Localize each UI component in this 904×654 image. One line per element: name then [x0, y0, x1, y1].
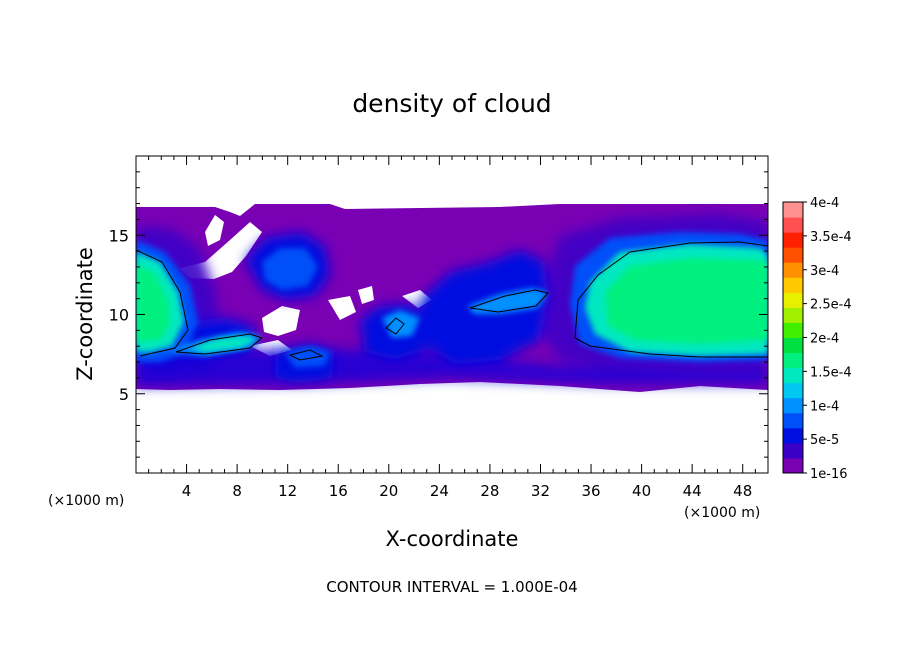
- colorbar-swatch: [783, 217, 803, 233]
- colorbar-swatch: [783, 412, 803, 429]
- clear-gap-3: [262, 306, 300, 336]
- colorbar-swatch: [783, 427, 803, 444]
- colorbar-swatch: [783, 352, 803, 369]
- colorbar-label: 1e-4: [810, 399, 839, 414]
- colorbar-swatch: [783, 277, 803, 293]
- core-left-green: [136, 264, 170, 342]
- colorbar-swatch: [783, 262, 803, 278]
- x-tick-label: 4: [182, 482, 192, 500]
- contour-left: [136, 249, 189, 357]
- contour-streak-28: [469, 289, 549, 313]
- x-tick-label: 12: [278, 482, 297, 500]
- x-unit-label-left: (×1000 m): [48, 493, 124, 509]
- colorbar-swatch: [783, 442, 803, 459]
- clear-gap-2: [205, 215, 224, 246]
- colorbar-swatch: [783, 247, 803, 263]
- x-tick-label: 36: [581, 482, 600, 500]
- colorbar-swatch: [783, 367, 803, 384]
- colorbar-swatch: [783, 337, 803, 354]
- contour-lines: [136, 241, 768, 361]
- colorbar-label: 3e-4: [810, 264, 839, 279]
- x-tick-label: 28: [480, 482, 499, 500]
- colorbar-swatch: [783, 202, 803, 218]
- contour-blob-14: [288, 349, 324, 361]
- x-tick-label: 8: [232, 482, 242, 500]
- y-axis-label: Z-coordinate: [73, 247, 97, 381]
- x-tick-label: 32: [531, 482, 550, 500]
- colorbar-swatch: [783, 292, 803, 308]
- colorbar-label: 1e-16: [810, 467, 848, 482]
- colorbar-swatch: [783, 457, 803, 474]
- y-tick-label: 15: [109, 226, 129, 245]
- x-tick-label: 20: [379, 482, 398, 500]
- colorbar-swatch: [783, 397, 803, 414]
- x-unit-label-right: (×1000 m): [684, 505, 760, 521]
- chart-title: density of cloud: [352, 89, 551, 118]
- x-ticks: 4 8 12 16 20 24 28 32 36 40 44 48: [148, 156, 756, 500]
- y-tick-label: 5: [119, 385, 129, 404]
- core-right-green: [605, 258, 768, 344]
- contour-right: [574, 241, 768, 358]
- blob-14-shell: [285, 346, 330, 368]
- colorbar-swatch: [783, 382, 803, 399]
- y-tick-label: 10: [109, 306, 129, 325]
- colorbar-label: 3.5e-4: [810, 230, 852, 245]
- streak-8-core: [190, 336, 256, 352]
- colorbar-label: 2e-4: [810, 332, 839, 347]
- y-ticks: 5 10 15: [109, 171, 768, 458]
- colorbar-swatch: [783, 307, 803, 323]
- x-tick-label: 16: [329, 482, 348, 500]
- clear-gap-6: [358, 286, 374, 304]
- colorbar-swatch: [783, 232, 803, 248]
- colorbar-label: 1.5e-4: [810, 365, 852, 380]
- cell-12-inner: [262, 248, 318, 290]
- heatmap-field: [136, 204, 768, 392]
- contour-interval-footer: CONTOUR INTERVAL = 1.000E-04: [326, 578, 577, 596]
- contour-blob-20: [385, 317, 405, 335]
- colorbar-label: 4e-4: [810, 196, 839, 211]
- x-tick-label: 24: [430, 482, 449, 500]
- colorbar-label: 5e-5: [810, 433, 839, 448]
- x-tick-label: 48: [733, 482, 752, 500]
- clear-gap-5: [328, 296, 356, 320]
- x-tick-label: 44: [683, 482, 702, 500]
- x-tick-label: 40: [632, 482, 651, 500]
- contour-streak-8: [175, 333, 264, 355]
- x-axis-label: X-coordinate: [386, 527, 519, 551]
- colorbar: 1e-16 5e-5 1e-4 1.5e-4 2e-4 2.5e-4 3e-4 3.5e-4 4…: [782, 196, 852, 482]
- colorbar-swatch: [783, 322, 803, 338]
- colorbar-label: 2.5e-4: [810, 298, 852, 313]
